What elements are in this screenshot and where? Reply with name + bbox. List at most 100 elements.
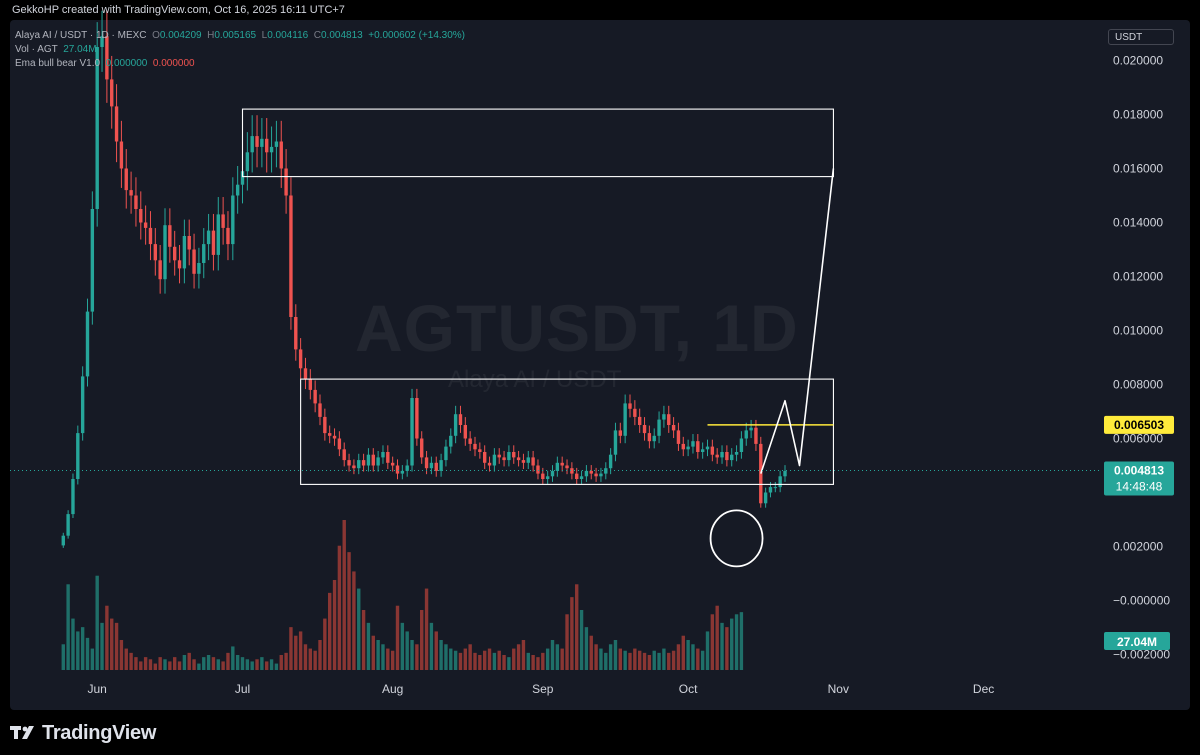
candle-body — [197, 263, 201, 274]
volume-bars — [61, 520, 744, 670]
volume-bar — [90, 648, 95, 670]
volume-bar — [260, 657, 264, 670]
candle-body — [681, 443, 685, 450]
volume-bar — [449, 648, 453, 670]
price-candles — [61, 10, 787, 548]
volume-bar — [521, 640, 526, 670]
y-tick-label: 0.010000 — [1113, 324, 1163, 338]
y-tick-label: 0.002000 — [1113, 540, 1163, 554]
volume-bar — [405, 631, 409, 670]
candle-body — [371, 454, 375, 466]
candle-body — [66, 514, 70, 536]
volume-bar — [589, 635, 593, 670]
volume-bar — [671, 650, 676, 670]
volume-bar — [628, 652, 632, 670]
level-price-label: 0.006503 — [1114, 418, 1164, 432]
volume-bar — [274, 663, 279, 670]
candle-body — [778, 476, 782, 488]
candle-body — [700, 449, 705, 452]
candle-body — [482, 452, 487, 463]
candle-body — [405, 465, 409, 471]
volume-bar — [134, 657, 138, 670]
volume-bar — [560, 648, 564, 670]
volume-bar — [599, 648, 603, 670]
candle-body — [274, 141, 279, 147]
candle-body — [555, 462, 560, 471]
volume-bar — [497, 650, 501, 670]
volume-bar — [323, 618, 327, 670]
countdown-label: 14:48:48 — [1116, 480, 1163, 494]
volume-bar — [541, 652, 545, 670]
volume-bar — [318, 640, 322, 670]
candle-body — [458, 414, 463, 425]
volume-bar — [739, 612, 744, 670]
volume-bar — [158, 657, 162, 670]
volume-bar — [143, 657, 148, 670]
candle-body — [80, 376, 85, 434]
volume-bar — [570, 597, 574, 670]
candle-body — [250, 136, 254, 153]
candle-body — [153, 244, 158, 261]
candle-body — [705, 446, 710, 450]
volume-bar — [386, 648, 390, 670]
candle-body — [177, 260, 182, 269]
candle-body — [76, 433, 80, 479]
volume-bar — [710, 614, 715, 670]
volume-bar — [202, 657, 206, 670]
legend-symbol-row[interactable]: Alaya AI / USDT · 1D · MEXC O0.004209 H0… — [15, 30, 465, 41]
candle-body — [386, 452, 390, 463]
legend-symbol: Alaya AI / USDT · 1D · MEXC — [15, 30, 147, 41]
candle-body — [502, 457, 506, 461]
volume-bar — [623, 650, 627, 670]
volume-bar — [332, 580, 337, 670]
volume-bar — [725, 627, 729, 670]
legend-high-value: 0.005165 — [214, 30, 257, 41]
currency-button[interactable]: USDT — [1108, 29, 1174, 45]
volume-bar — [487, 648, 492, 670]
volume-bar — [676, 644, 681, 670]
volume-bar — [400, 622, 405, 670]
candle-body — [652, 435, 656, 442]
candle-body — [163, 225, 167, 280]
candle-body — [400, 470, 405, 474]
candle-body — [105, 36, 109, 80]
candle-body — [516, 457, 521, 461]
candle-body — [110, 79, 114, 107]
candle-body — [294, 317, 298, 350]
volume-bar — [652, 650, 656, 670]
volume-bar — [686, 640, 690, 670]
candle-body — [473, 443, 477, 450]
legend-indicator-row[interactable]: Ema bull bear V1.0 0.000000 0.000000 — [15, 58, 195, 69]
x-tick-label: Nov — [828, 682, 849, 696]
volume-bar — [429, 622, 434, 670]
volume-bar — [269, 659, 274, 670]
user-drawings[interactable] — [241, 108, 835, 568]
legend-volume-row[interactable]: Vol · AGT 27.04M — [15, 44, 97, 55]
volume-bar — [478, 655, 482, 670]
candle-body — [618, 430, 623, 436]
volume-bar — [85, 637, 90, 670]
candle-body — [613, 430, 618, 455]
volume-bar — [221, 661, 225, 670]
volume-bar — [163, 659, 167, 670]
candle-body — [768, 487, 773, 493]
candle-body — [289, 195, 293, 317]
candle-body — [720, 452, 724, 458]
candle-body — [449, 435, 453, 447]
volume-bar — [584, 627, 589, 670]
candle-body — [773, 487, 778, 489]
volume-bar — [594, 644, 598, 670]
candle-body — [192, 249, 196, 274]
volume-bar — [734, 614, 739, 670]
candle-body — [468, 438, 472, 444]
volume-bar — [172, 657, 177, 670]
y-tick-label: 0.018000 — [1113, 108, 1163, 122]
volume-bar — [71, 618, 75, 670]
candle-body — [148, 227, 153, 245]
plot-area[interactable] — [10, 20, 1190, 710]
volume-bar — [206, 655, 211, 670]
candle-body — [298, 349, 303, 369]
volume-bar — [395, 605, 400, 670]
volume-bar — [516, 644, 521, 670]
